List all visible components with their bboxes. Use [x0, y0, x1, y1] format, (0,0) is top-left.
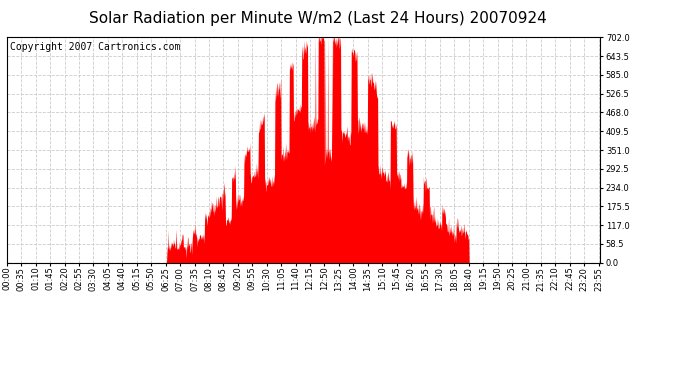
Text: Solar Radiation per Minute W/m2 (Last 24 Hours) 20070924: Solar Radiation per Minute W/m2 (Last 24… — [88, 11, 546, 26]
Text: Copyright 2007 Cartronics.com: Copyright 2007 Cartronics.com — [10, 42, 180, 52]
